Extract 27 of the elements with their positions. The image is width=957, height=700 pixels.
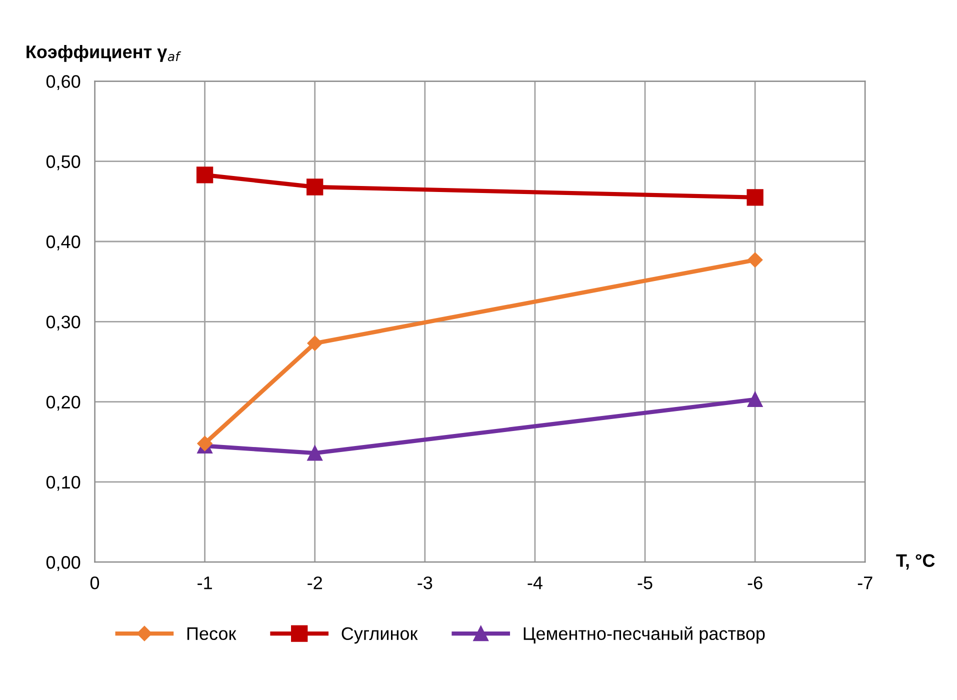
point	[306, 178, 324, 196]
point	[748, 252, 763, 268]
point	[307, 445, 322, 461]
legend-label: Песок	[187, 627, 236, 640]
y-tick-label: 0,50	[46, 155, 80, 170]
point	[196, 166, 214, 184]
legend-label: Цементно-песчаный раствор	[524, 626, 765, 644]
x-axis-title: T, °C	[896, 554, 935, 570]
x-tick-label: -5	[638, 576, 652, 590]
point	[746, 189, 764, 206]
point	[747, 392, 763, 408]
y-tick-label: 0,00	[46, 556, 80, 571]
y-axis-title: Коэффициент γ$_{af}$	[26, 44, 182, 62]
x-tick-label: -3	[418, 576, 432, 590]
y-tick-label: 0,20	[46, 396, 80, 411]
y-tick-label: 0,40	[46, 235, 80, 250]
x-tick-label: 0	[90, 576, 100, 590]
x-tick-label: -6	[748, 576, 762, 590]
x-tick-label: -2	[308, 576, 322, 590]
x-tick-label: -4	[528, 576, 542, 590]
legend-label: Суглинок	[342, 627, 418, 644]
y-tick-label: 0,30	[46, 316, 80, 331]
x-tick-label: -7	[858, 576, 872, 590]
point	[307, 336, 322, 351]
y-tick-label: 0,60	[46, 75, 80, 90]
x-tick-label: -1	[198, 576, 212, 590]
y-tick-label: 0,10	[46, 476, 80, 491]
